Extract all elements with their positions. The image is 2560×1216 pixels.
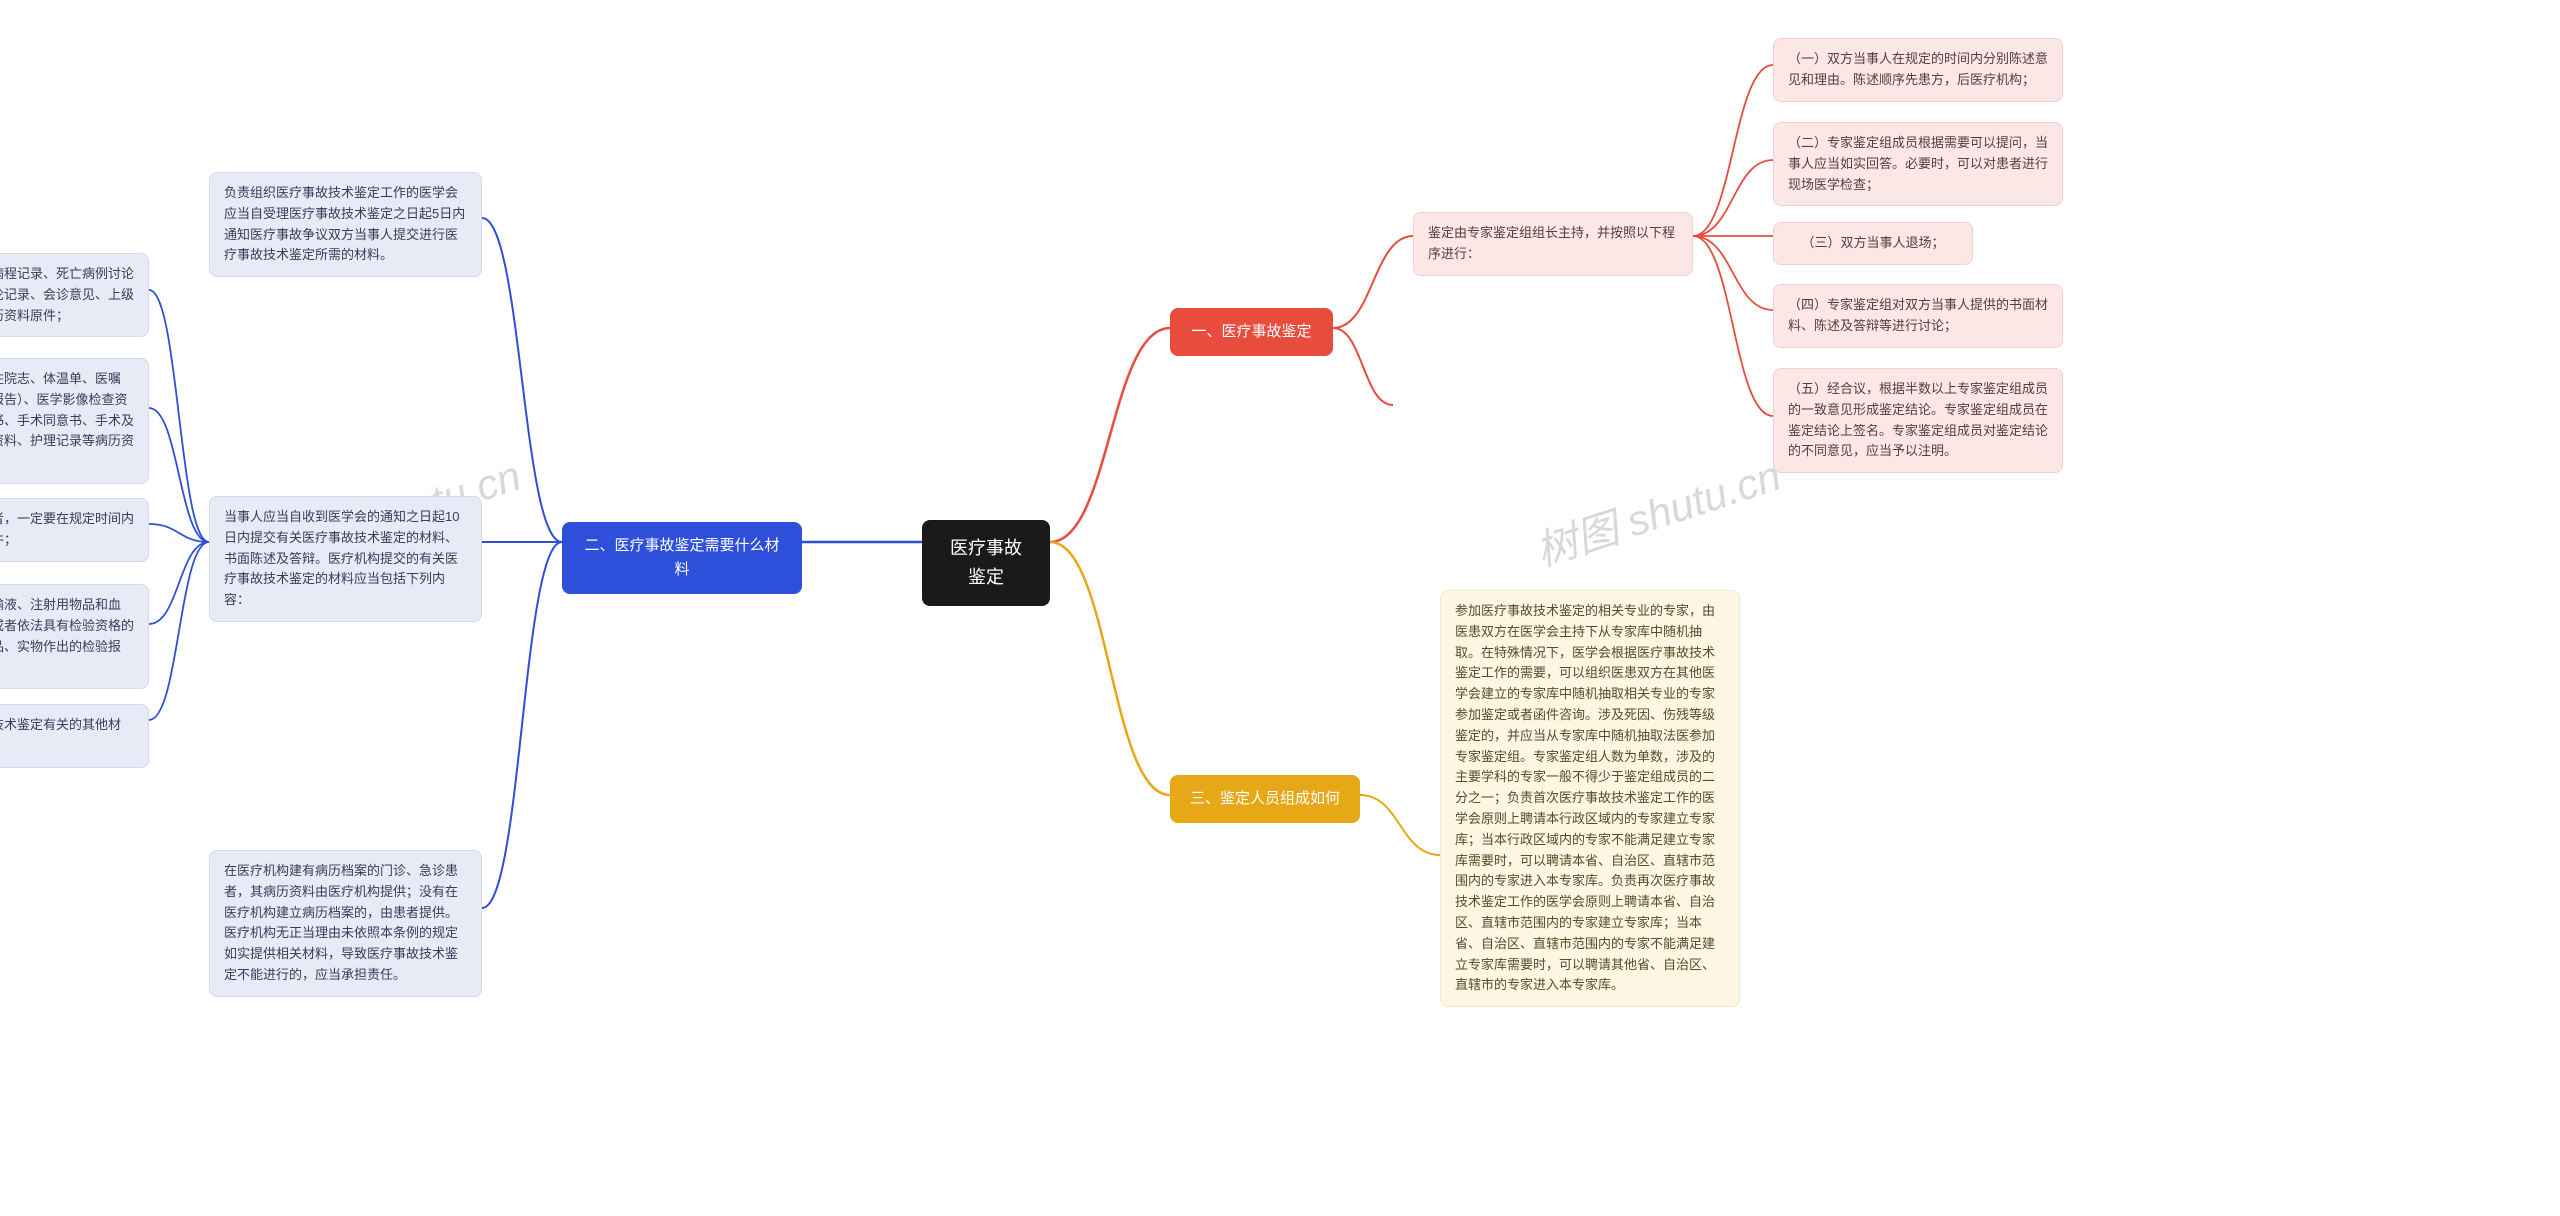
branch-one-leaf-5: （五）经合议，根据半数以上专家鉴定组成员的一致意见形成鉴定结论。专家鉴定组成员在… — [1773, 368, 2063, 473]
branch-two[interactable]: 二、医疗事故鉴定需要什么材料 — [562, 522, 802, 594]
branch-two-leaf-2: （二）住院患者的住院志、体温单、医嘱单、化验单（检验报告）、医学影像检查资料、特… — [0, 358, 149, 484]
branch-one[interactable]: 一、医疗事故鉴定 — [1170, 308, 1333, 356]
branch-two-sub-1: 负责组织医疗事故技术鉴定工作的医学会应当自受理医疗事故技术鉴定之日起5日内通知医… — [209, 172, 482, 277]
branch-two-sub-3: 在医疗机构建有病历档案的门诊、急诊患者，其病历资料由医疗机构提供；没有在医疗机构… — [209, 850, 482, 997]
branch-two-leaf-4: （四）封存保留的输液、注射用物品和血液、药物等实物，或者依法具有检验资格的检验机… — [0, 584, 149, 689]
branch-two-leaf-5: （五）与医疗事故技术鉴定有关的其他材料。 — [0, 704, 149, 768]
branch-two-sub-2[interactable]: 当事人应当自收到医学会的通知之日起10日内提交有关医疗事故技术鉴定的材料、书面陈… — [209, 496, 482, 622]
branch-one-leaf-1: （一）双方当事人在规定的时间内分别陈述意见和理由。陈述顺序先患方，后医疗机构； — [1773, 38, 2063, 102]
branch-two-leaf-1: （一）住院患者的病程记录、死亡病例讨论记录、疑难病例讨论记录、会诊意见、上级医师… — [0, 253, 149, 337]
branch-two-leaf-3: （三）抢救急危患者，一定要在规定时间内补记的病历资料原件； — [0, 498, 149, 562]
branch-one-sub[interactable]: 鉴定由专家鉴定组组长主持，并按照以下程序进行： — [1413, 212, 1693, 276]
branch-three[interactable]: 三、鉴定人员组成如何 — [1170, 775, 1360, 823]
watermark: 树图 shutu.cn — [1527, 442, 1788, 579]
branch-one-leaf-2: （二）专家鉴定组成员根据需要可以提问，当事人应当如实回答。必要时，可以对患者进行… — [1773, 122, 2063, 206]
branch-one-leaf-4: （四）专家鉴定组对双方当事人提供的书面材料、陈述及答辩等进行讨论； — [1773, 284, 2063, 348]
branch-three-leaf-1: 参加医疗事故技术鉴定的相关专业的专家，由医患双方在医学会主持下从专家库中随机抽取… — [1440, 590, 1740, 1007]
root-node[interactable]: 医疗事故鉴定 — [922, 520, 1050, 606]
branch-one-leaf-3: （三）双方当事人退场； — [1773, 222, 1973, 265]
